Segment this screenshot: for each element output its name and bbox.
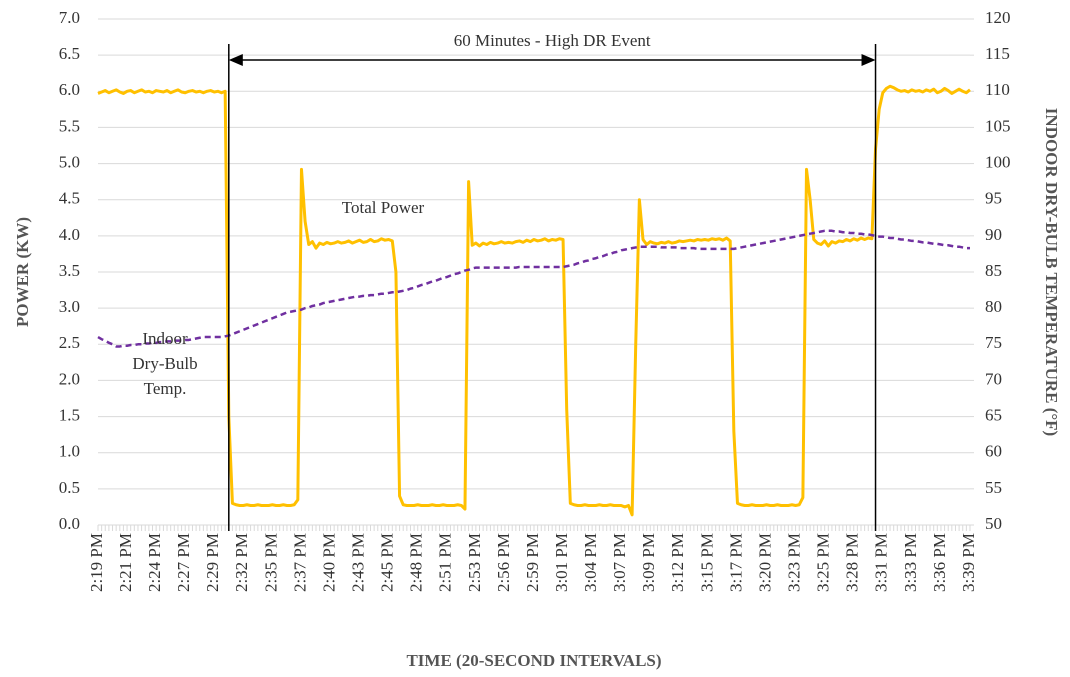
annotation-line: Temp. bbox=[144, 379, 187, 398]
x-axis-title: TIME (20-SECOND INTERVALS) bbox=[406, 651, 661, 670]
x-tick-label: 3:31 PM bbox=[872, 533, 891, 592]
y-tick-label: 1.0 bbox=[59, 442, 80, 461]
y2-tick-label: 80 bbox=[985, 297, 1002, 316]
x-tick-label: 2:59 PM bbox=[523, 533, 542, 592]
x-tick-label: 3:36 PM bbox=[930, 533, 949, 592]
y-axis-title: POWER (KW) bbox=[13, 217, 32, 327]
y-tick-label: 1.5 bbox=[59, 405, 80, 424]
y2-tick-label: 95 bbox=[985, 189, 1002, 208]
data-line bbox=[97, 229, 970, 348]
annotation-line: Dry-Bulb bbox=[132, 354, 197, 373]
y2-tick-label: 120 bbox=[985, 8, 1011, 27]
y2-tick-label: 110 bbox=[985, 80, 1010, 99]
annotation-line: Total Power bbox=[342, 198, 425, 217]
x-tick-label: 3:23 PM bbox=[785, 533, 804, 592]
y-tick-label: 7.0 bbox=[59, 8, 80, 27]
x-tick-label: 2:35 PM bbox=[261, 533, 280, 592]
arrow-head bbox=[861, 54, 876, 66]
y-tick-label: 3.5 bbox=[59, 261, 80, 280]
y2-tick-label: 60 bbox=[985, 442, 1002, 461]
y-tick-label: 0.0 bbox=[59, 514, 80, 533]
y2-tick-label: 70 bbox=[985, 369, 1002, 388]
data-line bbox=[97, 84, 971, 517]
x-tick-label: 3:17 PM bbox=[726, 533, 745, 592]
x-tick-label: 3:28 PM bbox=[843, 533, 862, 592]
x-tick-label: 2:56 PM bbox=[494, 533, 513, 592]
arrow-head bbox=[228, 54, 243, 66]
y-tick-label: 6.0 bbox=[59, 80, 80, 99]
y2-tick-label: 50 bbox=[985, 514, 1002, 533]
x-tick-label: 3:12 PM bbox=[668, 533, 687, 592]
annotation-line: Indoor bbox=[142, 329, 188, 348]
y-tick-label: 4.5 bbox=[59, 189, 80, 208]
x-tick-label: 3:04 PM bbox=[581, 533, 600, 592]
x-tick-label: 2:27 PM bbox=[174, 533, 193, 592]
x-tick-label: 2:24 PM bbox=[145, 533, 164, 592]
y2-tick-label: 55 bbox=[985, 478, 1002, 497]
y-tick-label: 5.0 bbox=[59, 152, 80, 171]
x-tick-label: 3:33 PM bbox=[901, 533, 920, 592]
label-bg bbox=[449, 30, 655, 50]
y2-tick-label: 75 bbox=[985, 333, 1002, 352]
x-tick-label: 2:40 PM bbox=[319, 533, 338, 592]
x-tick-label: 3:39 PM bbox=[959, 533, 978, 592]
y2-tick-label: 90 bbox=[985, 225, 1002, 244]
x-tick-label: 3:15 PM bbox=[697, 533, 716, 592]
x-tick-label: 2:43 PM bbox=[349, 533, 368, 592]
y-tick-label: 2.0 bbox=[59, 369, 80, 388]
x-tick-label: 3:20 PM bbox=[755, 533, 774, 592]
x-tick-label: 2:19 PM bbox=[87, 533, 106, 592]
x-tick-label: 2:51 PM bbox=[436, 533, 455, 592]
y2-tick-label: 115 bbox=[985, 44, 1010, 63]
y-tick-label: 5.5 bbox=[59, 116, 80, 135]
x-tick-label: 3:25 PM bbox=[814, 533, 833, 592]
y2-tick-label: 85 bbox=[985, 261, 1002, 280]
y2-tick-label: 105 bbox=[985, 116, 1011, 135]
y-tick-label: 6.5 bbox=[59, 44, 80, 63]
y2-tick-label: 100 bbox=[985, 152, 1011, 171]
x-tick-label: 2:53 PM bbox=[465, 533, 484, 592]
y2-tick-label: 65 bbox=[985, 405, 1002, 424]
x-tick-label: 3:09 PM bbox=[639, 533, 658, 592]
x-tick-label: 2:21 PM bbox=[116, 533, 135, 592]
x-tick-label: 2:37 PM bbox=[290, 533, 309, 592]
y-tick-label: 3.0 bbox=[59, 297, 80, 316]
x-tick-label: 2:48 PM bbox=[407, 533, 426, 592]
event-label: 60 Minutes - High DR Event bbox=[454, 31, 651, 50]
x-tick-label: 2:29 PM bbox=[203, 533, 222, 592]
y-tick-label: 2.5 bbox=[59, 333, 80, 352]
x-tick-label: 2:32 PM bbox=[232, 533, 251, 592]
y-tick-label: 0.5 bbox=[59, 478, 80, 497]
annotation: Indoor Dry-Bulb Temp. bbox=[132, 329, 197, 398]
y2-axis-title: INDOOR DRY-BULB TEMPERATURE (°F) bbox=[1042, 108, 1061, 436]
x-tick-label: 3:07 PM bbox=[610, 533, 629, 592]
x-tick-label: 3:01 PM bbox=[552, 533, 571, 592]
annotation: Total Power bbox=[342, 198, 425, 217]
y-tick-label: 4.0 bbox=[59, 225, 80, 244]
x-tick-label: 2:45 PM bbox=[378, 533, 397, 592]
